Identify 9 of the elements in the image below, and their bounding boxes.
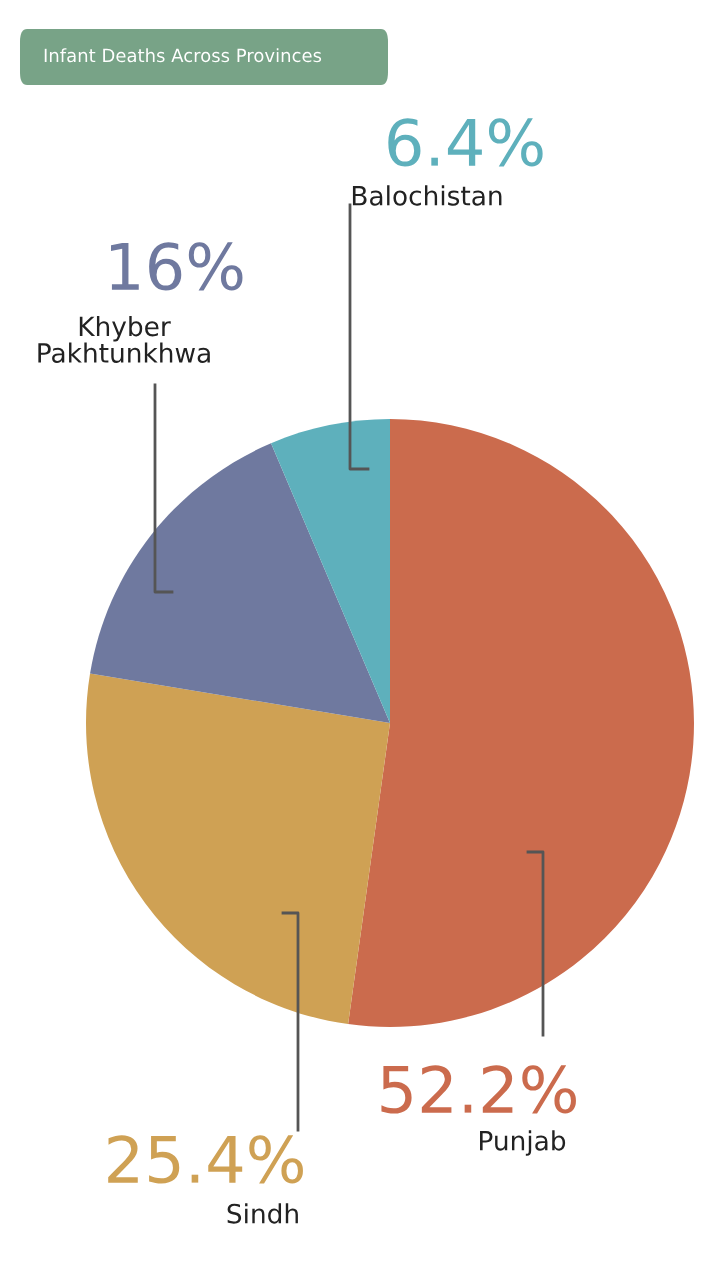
data-label: 16% [111, 242, 243, 291]
slice-label: Balochistan [352, 185, 502, 206]
data-label: 6.4% [388, 118, 543, 167]
slice-label: Punjab [480, 1130, 566, 1156]
data-label: 52.2% [381, 1065, 576, 1114]
slice-label: Khyber Pakhtunkhwa [38, 315, 210, 363]
chart-title: Infant Deaths Across Provinces [44, 48, 322, 63]
data-label: 25.4% [108, 1135, 303, 1184]
slice-label: Sindh [227, 1203, 298, 1224]
